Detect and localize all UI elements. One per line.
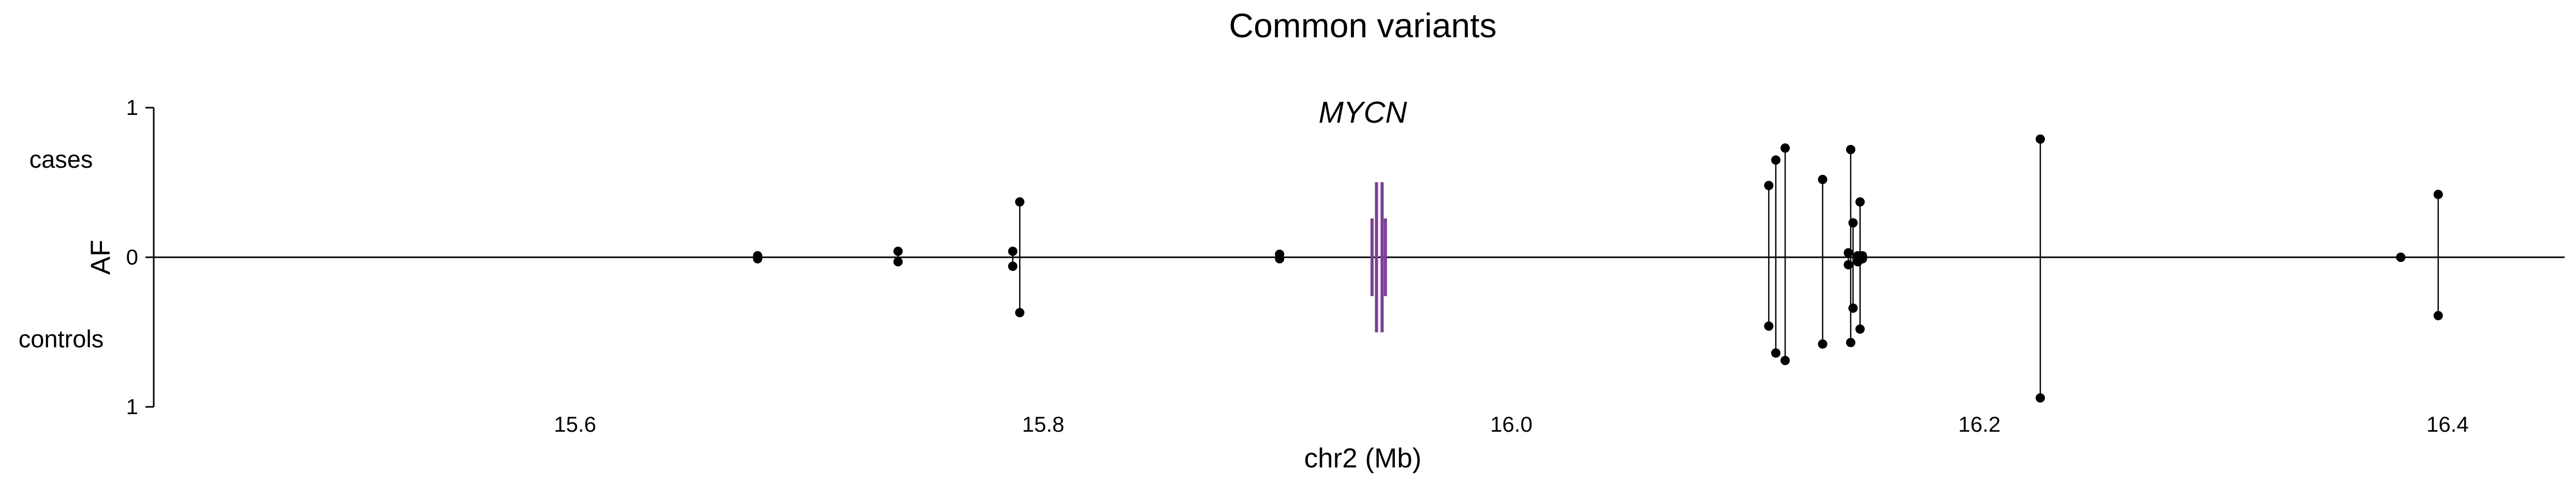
x-tick-label: 15.8 bbox=[1022, 412, 1065, 436]
controls-point bbox=[1780, 356, 1790, 365]
controls-point bbox=[893, 257, 903, 267]
cases-point bbox=[1015, 197, 1025, 207]
cases-point bbox=[1848, 218, 1858, 228]
gene-model bbox=[1370, 182, 1387, 332]
y-tick-label: 0 bbox=[126, 245, 138, 269]
controls-point bbox=[1855, 324, 1865, 334]
controls-point bbox=[1015, 307, 1025, 317]
x-axis-label: chr2 (Mb) bbox=[1304, 443, 1422, 474]
cases-point bbox=[1846, 144, 1856, 154]
controls-point bbox=[1844, 260, 1853, 270]
chart-title: Common variants bbox=[1229, 6, 1496, 45]
cases-point bbox=[1844, 248, 1853, 258]
y-axis: 1 0 1 bbox=[126, 95, 155, 419]
controls-point bbox=[1858, 254, 1867, 263]
x-tick-label: 16.4 bbox=[2426, 412, 2469, 436]
gene-label: MYCN bbox=[1319, 96, 1407, 129]
x-tick-label: 15.6 bbox=[554, 412, 596, 436]
controls-label: controls bbox=[19, 325, 104, 353]
controls-point bbox=[2396, 253, 2406, 262]
x-tick-label: 16.2 bbox=[1959, 412, 2001, 436]
y-tick-label: 1 bbox=[126, 394, 138, 419]
controls-point bbox=[1008, 261, 1018, 271]
y-tick-label: 1 bbox=[126, 95, 138, 120]
cases-point bbox=[2035, 134, 2045, 144]
cases-point bbox=[893, 246, 903, 256]
y-axis-label: AF bbox=[85, 240, 116, 275]
controls-point bbox=[2035, 393, 2045, 403]
cases-point bbox=[1771, 155, 1780, 165]
controls-point bbox=[1848, 303, 1858, 313]
controls-point bbox=[1275, 254, 1285, 263]
controls-point bbox=[1764, 321, 1774, 331]
controls-point bbox=[1818, 339, 1828, 349]
variant-layer bbox=[753, 134, 2443, 403]
cases-point bbox=[1780, 143, 1790, 153]
cases-point bbox=[1818, 174, 1828, 184]
controls-point bbox=[1771, 348, 1780, 358]
cases-point bbox=[1764, 181, 1774, 190]
cases-label: cases bbox=[30, 145, 93, 173]
cases-point bbox=[2433, 189, 2443, 199]
controls-point bbox=[1846, 338, 1856, 347]
x-tick-label: 16.0 bbox=[1490, 412, 1533, 436]
cases-point bbox=[1008, 246, 1018, 256]
cases-point bbox=[1855, 197, 1865, 207]
x-axis-ticks: 15.6 15.8 16.0 16.2 16.4 bbox=[554, 412, 2469, 436]
controls-point bbox=[2433, 311, 2443, 320]
controls-point bbox=[753, 254, 762, 263]
